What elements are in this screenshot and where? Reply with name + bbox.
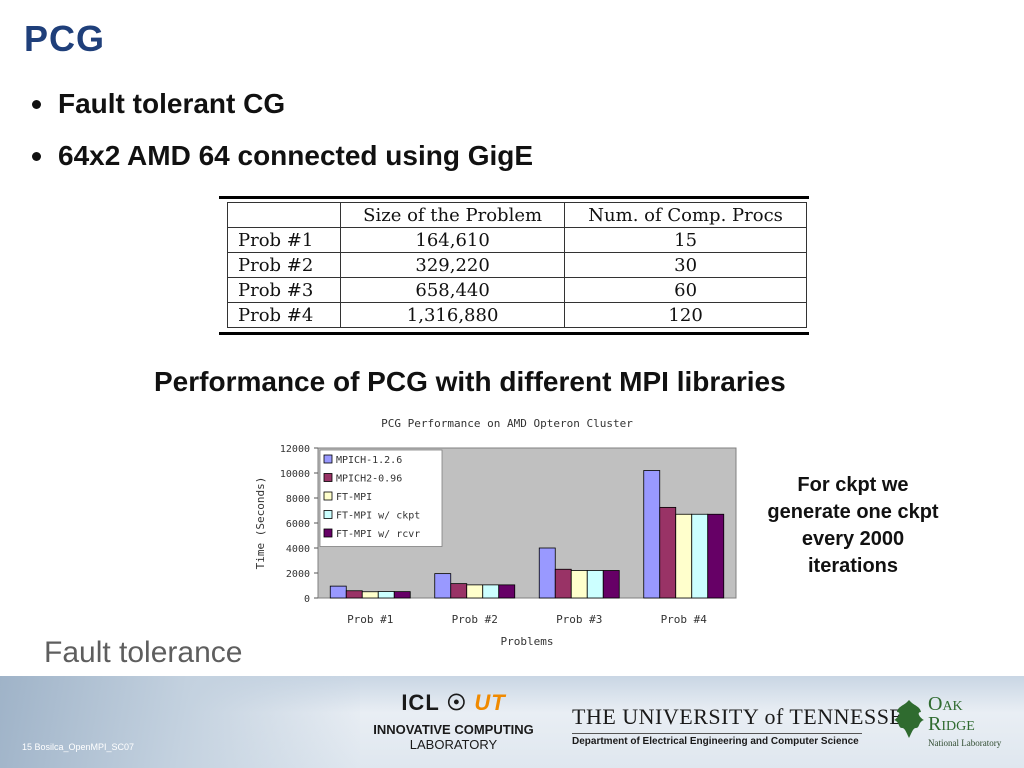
legend-swatch (323, 510, 333, 519)
table-cell: Prob #1 (227, 227, 341, 253)
bullet-text: Fault tolerant CG (58, 88, 286, 119)
y-tick-label: 10000 (280, 469, 310, 480)
bar (675, 513, 693, 599)
bar (377, 591, 395, 599)
x-tick-label: Prob #2 (452, 613, 498, 626)
y-tick-label: 0 (304, 594, 310, 605)
legend-label: FT-MPI w/ rcvr (336, 529, 420, 540)
y-tick-label: 4000 (286, 544, 310, 555)
y-tick-label: 12000 (280, 444, 310, 455)
utk-name: THE UNIVERSITY of TENNESSEE (572, 704, 918, 729)
bullet-list: Fault tolerant CG 64x2 AMD 64 connected … (28, 84, 533, 188)
x-tick-label: Prob #3 (556, 613, 602, 626)
bar (691, 513, 709, 599)
slide-number-meta: 15 Bosilca_OpenMPI_SC07 (22, 742, 135, 752)
table-cell: Prob #2 (227, 252, 341, 278)
table-cell: 120 (564, 302, 807, 328)
legend-label: MPICH2-0.96 (336, 474, 402, 485)
bar (345, 590, 363, 599)
table-cell: 164,610 (339, 227, 566, 253)
table-header-row: Size of the Problem Num. of Comp. Procs (227, 202, 807, 228)
table-cell: 30 (564, 252, 807, 278)
legend-swatch (323, 491, 333, 501)
bullet-text: 64x2 AMD 64 connected using GigE (58, 140, 534, 171)
table-cell: 658,440 (339, 277, 566, 303)
bar (434, 573, 452, 599)
performance-heading: Performance of PCG with different MPI li… (154, 366, 786, 397)
icl-logo: ICL ☉ UT INNOVATIVE COMPUTING LABORATORY (366, 690, 541, 752)
bar (659, 506, 677, 599)
table-cell: 15 (564, 227, 807, 253)
utk-department: Department of Electrical Engineering and… (572, 733, 862, 747)
bar-chart: PCG Performance on AMD Opteron Cluster 0 2… (254, 417, 737, 648)
x-axis-label: Problems (501, 635, 554, 648)
bar (393, 591, 411, 599)
bar (450, 583, 468, 599)
utk-logo: THE UNIVERSITY of TENNESSEE Department o… (572, 704, 918, 747)
bar (498, 584, 516, 599)
bullet-dot-icon (32, 152, 41, 161)
section-label: Fault tolerance (44, 636, 243, 669)
footer-water-image (0, 676, 360, 768)
table-cell: 329,220 (339, 252, 566, 278)
legend-box (319, 449, 443, 547)
checkpoint-note: For ckpt we generate one ckpt every 2000… (767, 474, 939, 577)
legend-swatch (323, 528, 333, 538)
bullet-item: 64x2 AMD 64 connected using GigE (28, 136, 533, 188)
icl-name-line1: INNOVATIVE COMPUTING (373, 722, 534, 737)
bar (466, 584, 484, 599)
bullet-item: Fault tolerant CG (28, 84, 533, 136)
bar (602, 570, 620, 599)
chart-title: PCG Performance on AMD Opteron Cluster (381, 417, 633, 430)
bullet-dot-icon (32, 100, 41, 109)
table-cell: Prob #3 (227, 277, 341, 303)
table-row: Prob #2 329,220 30 (227, 252, 807, 278)
bar (586, 570, 604, 599)
table-header-cell: Size of the Problem (339, 202, 566, 228)
bar (707, 513, 725, 599)
bar (643, 470, 661, 599)
icl-swirl-icon: ☉ (446, 690, 468, 715)
table-cell: Prob #4 (227, 302, 341, 328)
problem-table-container: Size of the Problem Num. of Comp. Procs … (219, 196, 809, 335)
icl-ut-text: UT (474, 690, 506, 715)
y-tick-label: 8000 (286, 494, 310, 505)
icl-mark-text: ICL (401, 690, 440, 715)
table-row: Prob #3 658,440 60 (227, 277, 807, 303)
legend-swatch (323, 473, 333, 482)
y-axis-label: Time (Seconds) (254, 477, 267, 570)
ornl-subtitle: National Laboratory (928, 738, 1002, 748)
table-row: Prob #4 1,316,880 120 (227, 302, 807, 328)
legend-label: MPICH-1.2.6 (336, 455, 402, 466)
bar (329, 585, 347, 599)
bar (554, 568, 572, 599)
ornl-name-ridge: Ridge (928, 713, 975, 735)
x-tick-label: Prob #1 (347, 613, 393, 626)
bar (482, 584, 500, 599)
legend-label: FT-MPI (336, 492, 372, 503)
ornl-name-oak: Oak (928, 693, 963, 715)
footer-banner: 15 Bosilca_OpenMPI_SC07 ICL ☉ UT INNOVAT… (0, 676, 1024, 768)
table-cell: 1,316,880 (339, 302, 566, 328)
bar (538, 547, 556, 599)
problem-table: Size of the Problem Num. of Comp. Procs … (227, 202, 807, 328)
bar (361, 591, 379, 599)
slide-title: PCG (24, 18, 106, 59)
table-header-cell (227, 202, 341, 228)
icl-name-line2: LABORATORY (409, 737, 498, 752)
legend-swatch (323, 454, 333, 464)
x-tick-label: Prob #4 (661, 613, 708, 626)
table-cell: 60 (564, 277, 807, 303)
bar (570, 570, 588, 599)
legend-label: FT-MPI w/ ckpt (336, 511, 420, 522)
oak-leaf-icon (894, 700, 924, 738)
ornl-name: Oak Ridge (928, 694, 975, 734)
icl-mark: ICL ☉ UT (366, 690, 541, 716)
table-row: Prob #1 164,610 15 (227, 227, 807, 253)
ornl-logo: Oak Ridge National Laboratory (892, 694, 1012, 754)
y-tick-label: 6000 (286, 519, 310, 530)
table-header-cell: Num. of Comp. Procs (564, 202, 807, 228)
y-tick-label: 2000 (286, 569, 310, 580)
